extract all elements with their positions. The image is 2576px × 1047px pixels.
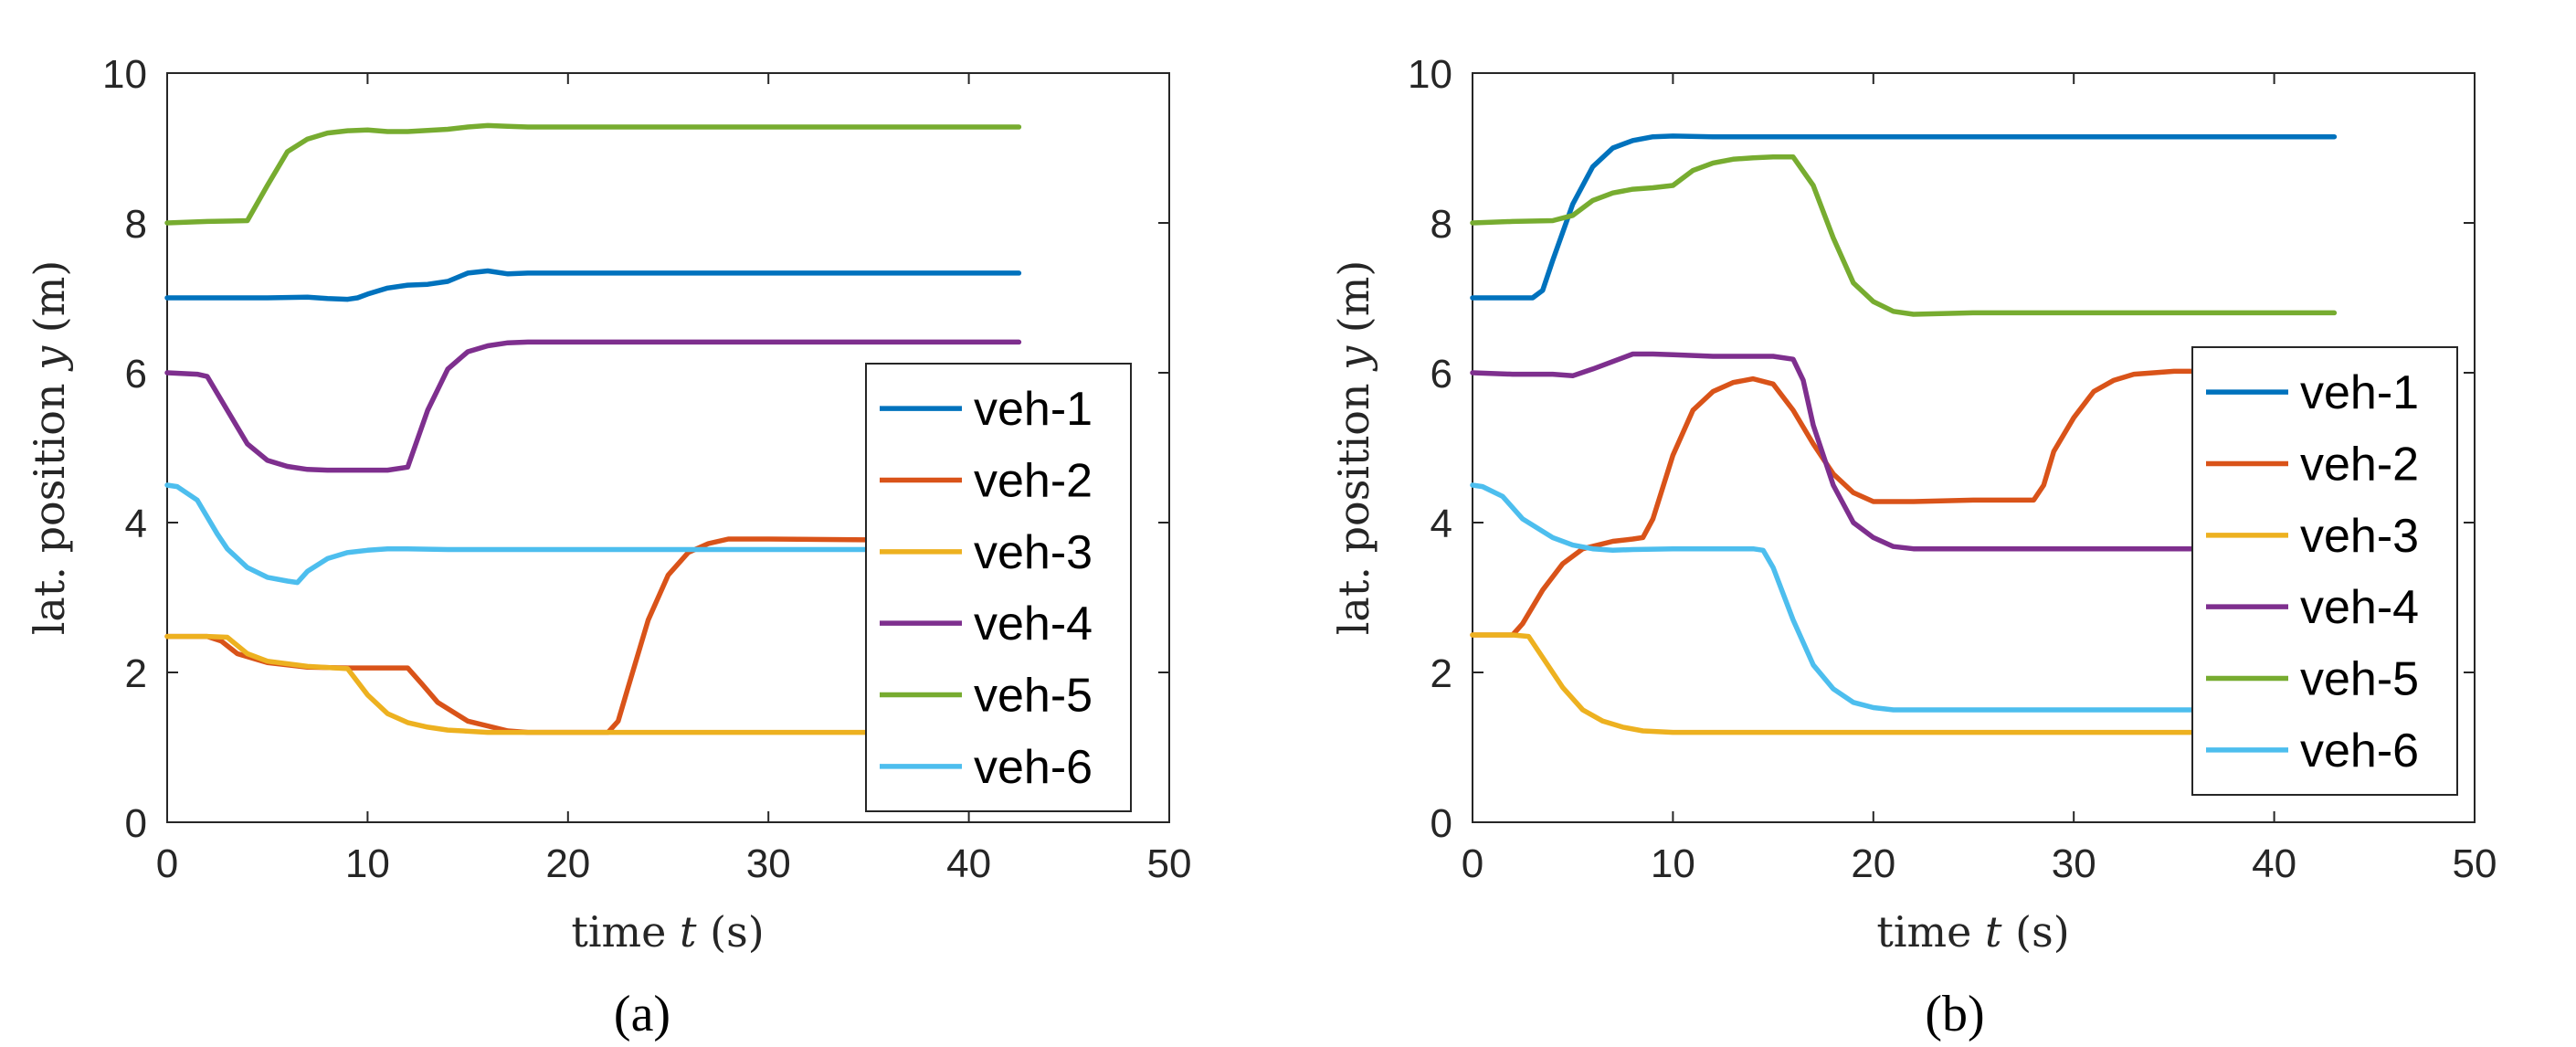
series-line-veh-3	[1470, 632, 2207, 735]
legend-label-veh-1: veh-1	[2300, 366, 2419, 419]
y-tick-label: 4	[1431, 502, 1452, 546]
legend-label-veh-1: veh-1	[974, 383, 1093, 436]
legend-label-veh-5: veh-5	[2300, 653, 2419, 706]
y-tick-label: 10	[1408, 52, 1452, 97]
y-tick-label: 8	[125, 202, 147, 247]
y-tick-label: 8	[1431, 202, 1452, 247]
legend: veh-1 veh-2 veh-3 veh-4 veh-5 veh-6	[865, 363, 1132, 812]
series-line-veh-4	[164, 339, 1022, 473]
legend-label-veh-4: veh-4	[2300, 581, 2419, 634]
x-tick-label: 10	[1651, 841, 1695, 886]
legend-label-veh-3: veh-3	[2300, 510, 2419, 563]
y-axis-label: lat. position y (m)	[1329, 260, 1378, 636]
series-line-veh-3	[164, 633, 942, 735]
legend-box	[865, 363, 1132, 812]
x-tick-label: 40	[946, 841, 991, 886]
x-tick-label: 0	[156, 841, 178, 886]
y-tick-label: 6	[125, 352, 147, 397]
x-axis-label: time t (s)	[571, 907, 764, 957]
x-tick-label: 10	[345, 841, 390, 886]
y-axis-label: lat. position y (m)	[25, 260, 74, 636]
x-tick-label: 20	[1851, 841, 1895, 886]
series-line-veh-1	[164, 268, 1022, 302]
y-tick-label: 6	[1431, 352, 1452, 397]
series-line-veh-5	[164, 122, 1022, 226]
chart-panel-b: 0 10 20 30 40 50 0 2 4 6 8 10 time t (s) lat. posi…	[1329, 52, 2497, 1042]
legend-label-veh-3: veh-3	[974, 526, 1093, 579]
legend-label-veh-2: veh-2	[974, 455, 1093, 508]
caption-a: (a)	[614, 986, 670, 1042]
series-line-veh-1	[1470, 133, 2338, 301]
chart-panel-a: 0 10 20 30 40 50 0 2 4 6 8 10 time t (s) lat. posi…	[25, 52, 1191, 1042]
legend-label-veh-2: veh-2	[2300, 439, 2419, 492]
caption-b: (b)	[1925, 986, 1984, 1042]
x-tick-label: 30	[2052, 841, 2096, 886]
x-tick-label: 30	[746, 841, 791, 886]
y-tick-label: 10	[102, 52, 147, 97]
series-line-veh-5	[1470, 154, 2338, 317]
legend-label-veh-6: veh-6	[2300, 724, 2419, 777]
x-tick-label: 50	[2453, 841, 2497, 886]
y-tick-label: 0	[125, 801, 147, 846]
y-tick-label: 2	[125, 651, 147, 696]
y-tick-label: 0	[1431, 801, 1452, 846]
legend-box	[2191, 346, 2458, 796]
series-line-veh-6	[164, 482, 942, 586]
legend: veh-1 veh-2 veh-3 veh-4 veh-5 veh-6	[2191, 346, 2458, 796]
series-line-veh-6	[1470, 482, 2207, 713]
series-line-veh-4	[1470, 351, 2207, 552]
x-tick-label: 50	[1147, 841, 1192, 886]
legend-label-veh-5: veh-5	[974, 670, 1093, 723]
x-axis-label: time t (s)	[1876, 907, 2069, 957]
y-tick-label: 2	[1431, 651, 1452, 696]
legend-label-veh-4: veh-4	[974, 598, 1093, 650]
x-tick-label: 0	[1462, 841, 1483, 886]
x-tick-label: 40	[2252, 841, 2296, 886]
y-tick-label: 4	[125, 502, 147, 546]
legend-label-veh-6: veh-6	[974, 741, 1093, 794]
x-tick-label: 20	[545, 841, 590, 886]
